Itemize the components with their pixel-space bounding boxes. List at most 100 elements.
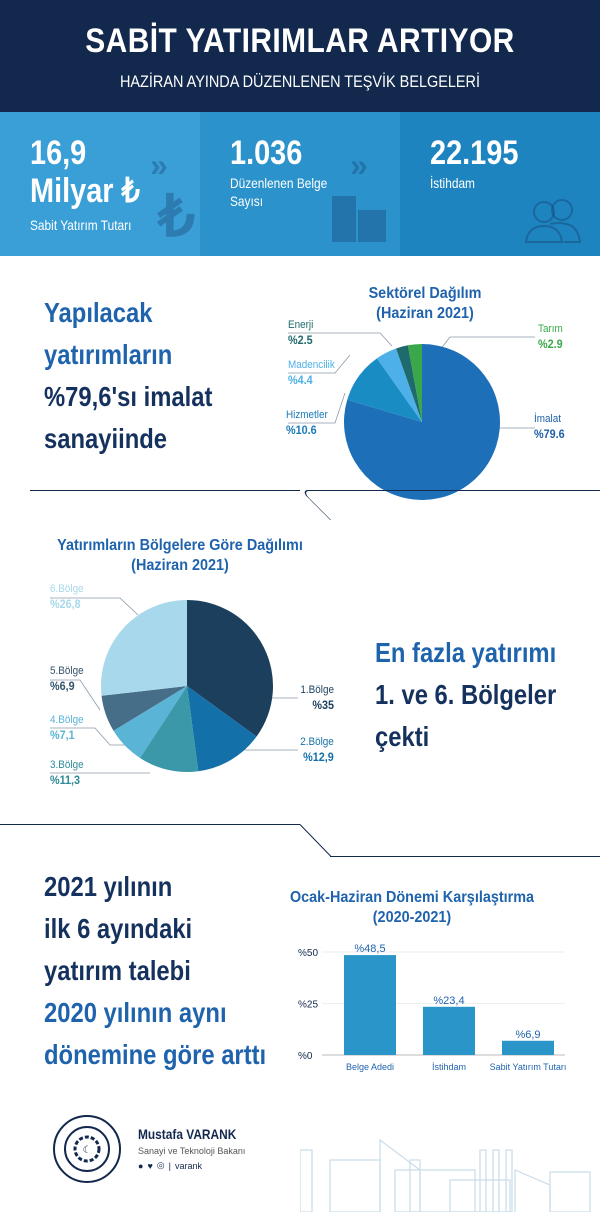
sector-chart-title: Sektörel Dağılım (Haziran 2021) — [322, 284, 529, 324]
sector-pie-chart — [288, 332, 535, 501]
label: 2.Bölge — [300, 736, 334, 748]
y-tick-label: %25 — [298, 1000, 318, 1011]
label: 6.Bölge — [50, 583, 84, 595]
pie-label-mining: Madencilik %4.4 — [288, 358, 335, 389]
pie-label-energy: Enerji %2.5 — [288, 318, 313, 349]
chart-subtitle: (Haziran 2021) — [131, 557, 229, 574]
twitter-icon[interactable]: ♥ — [147, 1160, 153, 1171]
headline-line: 1. ve 6. Bölgeler — [375, 679, 557, 710]
divider — [0, 824, 300, 825]
lira-icon: ₺ — [158, 184, 195, 249]
chart-title: Sektörel Dağılım — [368, 285, 482, 302]
headline-line: En fazla yatırımı — [375, 637, 557, 668]
pie-label-region5: 5.Bölge %6,9 — [50, 664, 84, 695]
x-tick-label: İstihdam — [432, 1062, 466, 1072]
value: %10.6 — [286, 423, 317, 437]
headline-line: %79,6'sı imalat — [44, 381, 213, 412]
pie-label-region3: 3.Bölge %11,3 — [50, 758, 84, 789]
pie-slice-3blge — [140, 686, 199, 772]
y-tick-label: %50 — [298, 948, 318, 959]
chart-subtitle: (Haziran 2021) — [376, 305, 474, 322]
stat-label: Düzenlenen Belge — [230, 175, 328, 191]
headline-line: çekti — [375, 721, 430, 752]
label: 4.Bölge — [50, 714, 84, 726]
bar — [502, 1040, 554, 1055]
svg-text:☾: ☾ — [83, 1145, 92, 1156]
region-pie-chart — [50, 597, 298, 774]
x-tick-label: Sabit Yatırım Tutarı — [490, 1062, 567, 1072]
leader-line — [288, 392, 346, 424]
label: 3.Bölge — [50, 759, 84, 771]
stat-investment-amount: 16,9 Milyar ₺ Sabit Yatırım Tutarı » ₺ — [0, 112, 200, 256]
section3-headline: 2021 yılının ilk 6 ayındaki yatırım tale… — [44, 866, 305, 1076]
instagram-icon[interactable]: ◎ — [156, 1160, 165, 1170]
pie-label-region1: 1.Bölge %35 — [298, 683, 334, 714]
pie-label-agriculture: Tarım %2.9 — [538, 322, 563, 353]
headline-line: yatırımların — [44, 339, 173, 370]
label: Enerji — [288, 319, 314, 331]
stat-value: 1.036 — [230, 134, 303, 172]
value: %26,8 — [50, 597, 81, 611]
building-icon — [332, 196, 386, 242]
chart-subtitle: (2020-2021) — [372, 909, 452, 926]
leader-line — [288, 354, 351, 374]
chart-title: Yatırımların Bölgelere Göre Dağılımı — [57, 537, 303, 554]
x-tick-label: Belge Adedi — [346, 1062, 394, 1072]
pie-slice-tarm — [407, 344, 422, 422]
page-title: SABİT YATIRIMLAR ARTIYOR — [85, 22, 515, 60]
pie-slice-madencilik — [376, 348, 422, 422]
label: 5.Bölge — [50, 665, 84, 677]
headline-line: sanayiinde — [44, 423, 168, 454]
value: %12,9 — [303, 750, 334, 764]
headline-line: yatırım talebi — [44, 955, 191, 986]
headline-line: Yapılacak — [44, 297, 153, 328]
divider — [30, 490, 300, 491]
bar-value-label: %6,9 — [515, 1029, 540, 1041]
headline-line: 2020 yılının aynı — [44, 997, 227, 1028]
stat-employment: 22.195 İstihdam — [400, 112, 600, 256]
leader-line — [288, 332, 393, 347]
pie-label-region4: 4.Bölge %7,1 — [50, 713, 84, 744]
social-links: ● ♥ ◎ | varank — [138, 1160, 202, 1171]
stat-label: İstihdam — [430, 175, 475, 191]
pie-slice-1blge — [187, 600, 273, 737]
chevron-right-icon: » — [350, 147, 368, 183]
section2-headline: En fazla yatırımı 1. ve 6. Bölgeler çekt… — [375, 632, 588, 758]
comparison-chart-title: Ocak-Haziran Dönemi Karşılaştırma (2020-… — [277, 888, 547, 928]
pie-label-region2: 2.Bölge %12,9 — [296, 735, 334, 766]
stat-label-2: Sayısı — [230, 193, 264, 209]
social-handle[interactable]: varank — [174, 1160, 202, 1171]
bar-value-label: %48,5 — [354, 943, 385, 955]
pie-label-region6: 6.Bölge %26,8 — [50, 582, 84, 613]
separator: | — [168, 1160, 171, 1171]
leader-line — [439, 336, 535, 351]
label: Hizmetler — [286, 409, 328, 421]
page-subtitle: HAZİRAN AYINDA DÜZENLENEN TEŞVİK BELGELE… — [119, 72, 481, 91]
label: İmalat — [534, 413, 561, 425]
value: %4.4 — [288, 373, 313, 387]
section1-headline: Yapılacak yatırımların %79,6'sı imalat s… — [44, 292, 242, 460]
value: %6,9 — [50, 679, 75, 693]
y-tick-label: %0 — [298, 1051, 313, 1062]
stat-unit: Milyar ₺ — [30, 172, 140, 210]
region-chart-title: Yatırımların Bölgelere Göre Dağılımı (Ha… — [45, 536, 315, 576]
value: %35 — [312, 698, 334, 712]
headline-line: dönemine göre arttı — [44, 1039, 267, 1070]
divider — [330, 856, 600, 857]
minister-role: Sanayi ve Teknoloji Bakanı — [138, 1146, 246, 1156]
people-icon — [524, 199, 582, 243]
chart-title: Ocak-Haziran Dönemi Karşılaştırma — [289, 889, 535, 906]
value: %2.5 — [288, 333, 313, 347]
ministry-seal-logo: ☾ — [53, 1115, 121, 1183]
label: Tarım — [538, 323, 563, 335]
label: 1.Bölge — [300, 684, 334, 696]
value: %2.9 — [538, 337, 563, 351]
facebook-icon[interactable]: ● — [138, 1160, 144, 1171]
minister-name: Mustafa VARANK — [138, 1126, 237, 1142]
factory-skyline-illustration — [300, 1138, 591, 1212]
headline-line: 2021 yılının — [44, 871, 173, 902]
stat-documents: 1.036 Düzenlenen Belge Sayısı » — [200, 112, 400, 256]
pie-slice-enerji — [396, 345, 422, 422]
divider — [300, 824, 332, 857]
value: %11,3 — [50, 773, 81, 787]
